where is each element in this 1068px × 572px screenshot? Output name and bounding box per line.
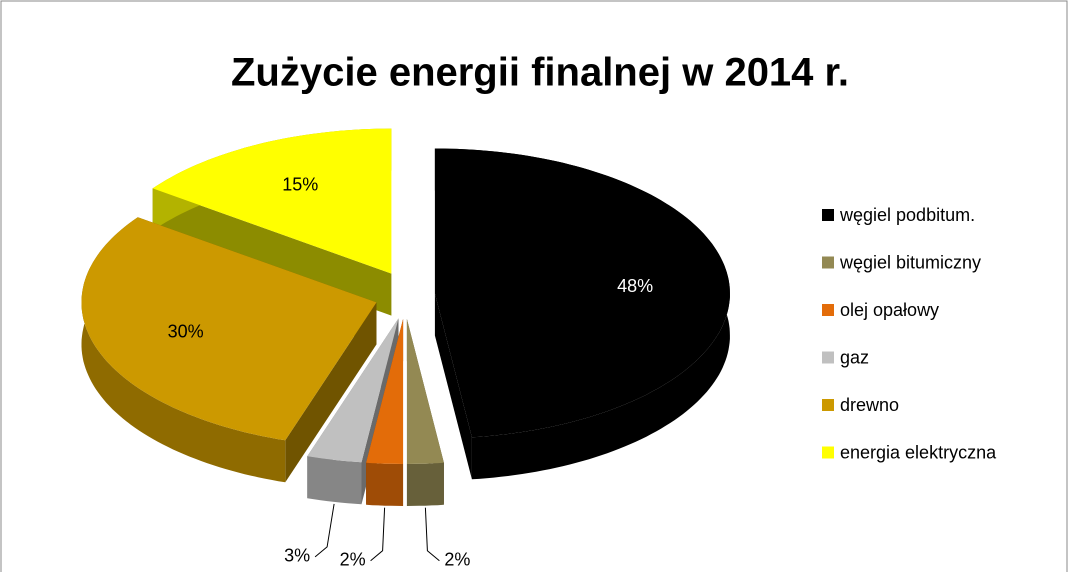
slice-top	[307, 318, 399, 463]
slice-side	[434, 293, 472, 480]
data-label: 30%	[168, 322, 204, 342]
legend-swatch	[822, 399, 834, 411]
legend-swatch	[822, 304, 834, 316]
legend-swatch	[822, 209, 834, 221]
slice-side	[285, 302, 377, 483]
data-label: 2%	[444, 549, 470, 569]
slice-wall	[366, 462, 404, 506]
slice-top	[81, 217, 377, 441]
data-label: 48%	[617, 276, 653, 296]
legend-swatch	[822, 446, 834, 459]
leader-line	[424, 507, 440, 562]
legend-label: drewno	[840, 395, 899, 415]
leader-line	[370, 507, 386, 562]
data-label: 15%	[282, 175, 318, 195]
slice-wall	[81, 217, 286, 483]
slice-top	[406, 319, 444, 464]
data-label: 2%	[340, 549, 366, 569]
legend-label: gaz	[840, 347, 869, 367]
pie-slice	[81, 217, 377, 483]
legend-label: olej opałowy	[840, 300, 939, 320]
slice-wall	[406, 462, 444, 506]
legend-label: węgiel bitumiczny	[839, 252, 981, 272]
legend-label: węgiel podbitum.	[839, 205, 975, 225]
legend-label: energia elektryczna	[840, 442, 997, 462]
chart-title: Zużycie energii finalnej w 2014 r.	[231, 51, 849, 95]
legend-swatch	[822, 256, 834, 269]
slice-top	[366, 319, 404, 464]
slice-side	[152, 188, 392, 316]
data-label: 3%	[284, 546, 310, 566]
slice-top	[152, 128, 392, 274]
pie-slice	[366, 319, 404, 506]
pie-slice	[406, 319, 444, 506]
slice-top	[434, 148, 730, 438]
pie-slice	[152, 128, 392, 316]
leader-line	[314, 503, 335, 558]
legend-swatch	[822, 351, 834, 364]
pie-slice	[434, 148, 730, 480]
slice-wall	[307, 456, 362, 505]
